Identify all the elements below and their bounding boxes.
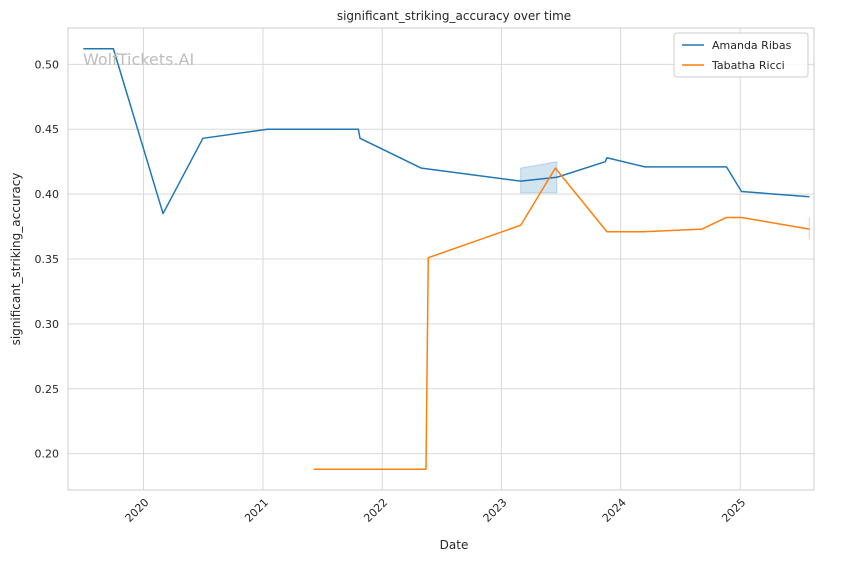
grid xyxy=(68,28,814,490)
y-tick-label: 0.25 xyxy=(35,383,60,396)
series-line xyxy=(313,167,810,470)
confidence-band xyxy=(520,161,558,194)
plot-frame xyxy=(67,27,815,491)
y-tick-label: 0.35 xyxy=(35,253,60,266)
y-tick-label: 0.20 xyxy=(35,448,60,461)
x-tick-label: 2023 xyxy=(481,496,510,525)
y-tick-label: 0.45 xyxy=(35,123,60,136)
legend-box xyxy=(673,32,809,78)
y-axis-label: significant_striking_accuracy xyxy=(9,173,23,346)
legend-label: Amanda Ribas xyxy=(712,39,792,52)
confidence-bands xyxy=(520,161,811,240)
x-tick-label: 2021 xyxy=(242,496,271,525)
y-axis-ticks: 0.20 0.25 0.30 0.35 0.40 0.45 0.50 xyxy=(35,58,60,460)
chart-title: significant_striking_accuracy over time xyxy=(337,9,571,23)
watermark: WolfTickets.AI xyxy=(83,50,194,69)
y-tick-label: 0.30 xyxy=(35,318,60,331)
x-tick-label: 2020 xyxy=(123,496,152,525)
x-tick-label: 2024 xyxy=(600,496,629,525)
x-tick-label: 2025 xyxy=(719,496,748,525)
legend: Amanda Ribas Tabatha Ricci xyxy=(673,32,809,78)
y-tick-label: 0.50 xyxy=(35,58,60,71)
y-tick-label: 0.40 xyxy=(35,188,60,201)
series-lines xyxy=(83,48,810,470)
x-tick-label: 2022 xyxy=(361,496,390,525)
legend-label: Tabatha Ricci xyxy=(711,59,785,72)
x-axis-label: Date xyxy=(440,538,469,552)
x-axis-ticks: 2020 2021 2022 2023 2024 2025 xyxy=(123,496,749,525)
series-line xyxy=(83,48,810,215)
